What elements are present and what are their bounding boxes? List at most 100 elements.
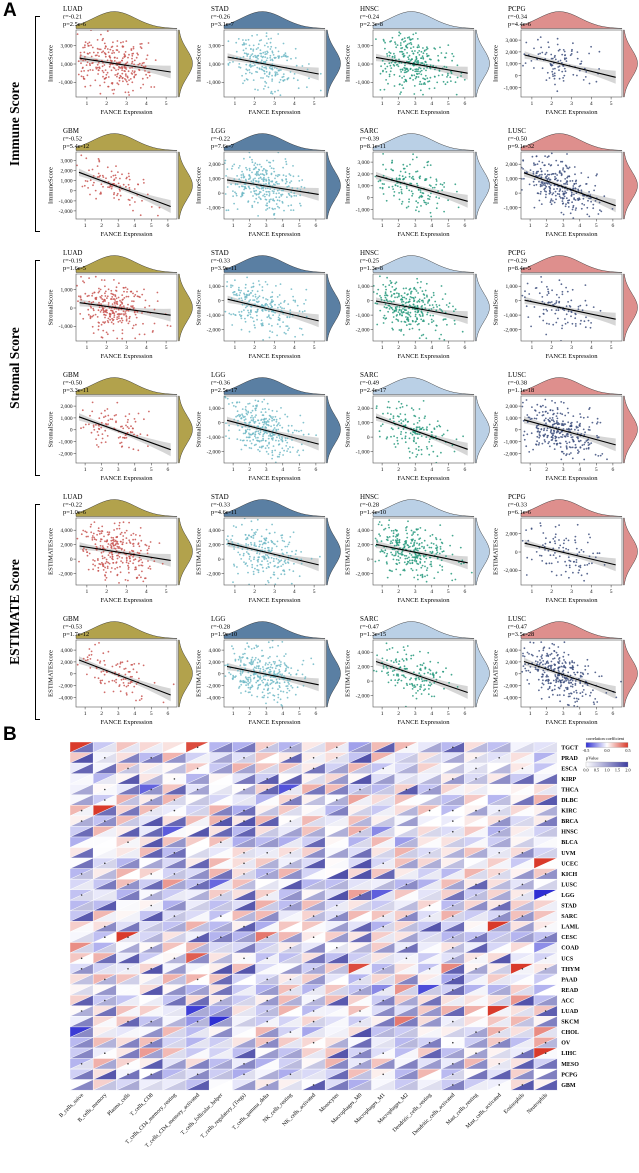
heatmap-svg: TGCTPRADESCAKIRPTHCADLBCKIRCBRCAHNSCBLCA… [58, 736, 630, 1149]
score-group-stromal: Stromal Score 1 2 3 4 5 1,000 0 -1,000 LUAD r=-… [0, 246, 639, 490]
right-density [178, 273, 193, 342]
svg-text:4: 4 [133, 223, 136, 229]
svg-text:4: 4 [282, 467, 285, 473]
jointplot-hnsc-estimatescore: 1 2 3 4 5 6 4,000 2,000 0 -2,000 HNSC r=-0.28 p=1… [343, 490, 491, 612]
scatter-area [375, 400, 468, 463]
svg-text:1,000: 1,000 [209, 406, 221, 412]
svg-text:3: 3 [273, 345, 276, 351]
x-axis-label: FANCE Expression [100, 475, 153, 482]
svg-text:3: 3 [125, 345, 128, 351]
svg-text:2: 2 [397, 345, 400, 351]
right-density [178, 639, 193, 708]
confidence-band [524, 296, 616, 326]
right-density [178, 395, 193, 464]
plot-title: PCPG [508, 493, 526, 501]
regression-line [524, 54, 616, 78]
y-axis-label: ESTIMATEScore [492, 528, 499, 575]
svg-text:2,000: 2,000 [209, 543, 221, 549]
top-density [224, 499, 326, 517]
x-axis-label: FANCE Expression [249, 231, 302, 238]
y-axis-label: ImmuneScore [48, 45, 55, 82]
svg-text:3,000: 3,000 [209, 44, 221, 50]
svg-text:-1,000: -1,000 [355, 207, 369, 213]
svg-text:1: 1 [380, 345, 383, 351]
r-value: r=-0.28 [360, 502, 379, 509]
r-value: r=-0.26 [211, 14, 230, 21]
svg-text:0: 0 [515, 428, 518, 434]
svg-text:0: 0 [366, 299, 369, 305]
svg-text:2: 2 [254, 101, 257, 107]
group-bracket [35, 504, 40, 720]
svg-text:0: 0 [218, 421, 221, 427]
jointplot-svg: 1 2 3 4 5 1,000 0 -1,000 -2,000 STAD r=-0.33 p=3… [196, 249, 341, 360]
r-value: r=-0.24 [360, 14, 380, 21]
svg-text:2: 2 [254, 345, 257, 351]
svg-text:-2,000: -2,000 [59, 451, 73, 457]
x-axis-label: FANCE Expression [249, 353, 302, 360]
svg-text:1,000: 1,000 [357, 184, 369, 190]
scatter-area [521, 276, 616, 341]
svg-text:6: 6 [463, 467, 466, 473]
jointplot-svg: 1 2 3 4 5 3,000 1,000 -1,000 LUAD r=-0.21 p=2.5… [48, 5, 193, 116]
y-axis-label: ImmuneScore [196, 45, 203, 82]
svg-text:5: 5 [595, 223, 598, 229]
y-axis-label: ImmuneScore [492, 45, 499, 82]
right-density [178, 517, 193, 586]
jointplot-svg: 1 2 3 4 5 6 2,000 1,000 0 -1,000 -2,000 LUSC r=-0.… [492, 371, 638, 482]
right-density [623, 151, 638, 220]
x-axis-label: FANCE Expression [545, 353, 598, 360]
jointplot-lgg-stromalscore: 1 2 3 4 5 6 1,000 0 -1,000 -2,000 LGG r=-0.36 p=2… [194, 368, 342, 490]
y-axis-label: StromalScore [48, 411, 55, 447]
y-axis-label: ESTIMATEScore [48, 650, 55, 697]
svg-text:3,000: 3,000 [60, 159, 72, 165]
svg-text:0: 0 [366, 196, 369, 202]
plot-title: SARC [360, 615, 379, 623]
right-density [178, 151, 193, 220]
top-density [75, 377, 178, 395]
regression-line [227, 56, 320, 75]
right-density [326, 29, 341, 98]
jointplot-svg: 1 2 3 4 5 4,000 2,000 0 -2,000 LUAD r=-0.22 p=1.… [48, 493, 193, 604]
svg-text:-1,000: -1,000 [503, 85, 517, 91]
svg-text:1: 1 [380, 223, 383, 229]
y-axis-label: ESTIMATEScore [48, 528, 55, 575]
svg-text:5: 5 [446, 345, 449, 351]
svg-text:-2,000: -2,000 [59, 571, 73, 577]
svg-text:5: 5 [313, 589, 316, 595]
jointplot-sarc-stromalscore: 1 2 3 4 5 6 2,000 1,000 0 -1,000 SARC r=-0.49 p=2… [343, 368, 491, 490]
svg-text:-1,000: -1,000 [59, 199, 73, 205]
svg-text:1,000: 1,000 [60, 179, 72, 185]
x-axis-label: FANCE Expression [100, 109, 153, 116]
svg-text:2: 2 [105, 101, 108, 107]
scatter-area [521, 36, 616, 93]
svg-text:0: 0 [218, 557, 221, 563]
svg-text:5: 5 [165, 345, 168, 351]
svg-text:1,000: 1,000 [357, 421, 369, 427]
plot-title: LGG [211, 371, 225, 379]
jointplot-hnsc-immunescore: 1 2 3 4 5 6 3,000 1,000 -1,000 HNSC r=-0.24 p=2.… [343, 2, 491, 124]
svg-text:6: 6 [611, 223, 614, 229]
x-axis-label: FANCE Expression [249, 597, 302, 604]
y-axis-label: StromalScore [344, 289, 351, 325]
right-density [474, 29, 490, 98]
score-group-estimate: ESTIMATE Score 1 2 3 4 5 4,000 2,000 0 -2,000 LU… [0, 490, 639, 734]
plot-title: LGG [211, 127, 225, 135]
svg-text:3: 3 [117, 223, 120, 229]
r-value: r=-0.52 [63, 136, 82, 143]
top-density [372, 499, 474, 517]
svg-text:1: 1 [86, 589, 89, 595]
plot-title: SARC [360, 127, 379, 135]
svg-text:2: 2 [397, 467, 400, 473]
svg-text:-1,000: -1,000 [207, 80, 221, 86]
x-axis-label: FANCE Expression [397, 597, 450, 604]
x-axis-label: FANCE Expression [545, 109, 598, 116]
svg-text:-1,000: -1,000 [207, 435, 221, 441]
svg-text:1: 1 [84, 467, 87, 473]
svg-text:-2,000: -2,000 [503, 327, 517, 333]
confidence-band [523, 416, 616, 452]
right-density [623, 517, 638, 586]
p-value: p=8.1e-11 [360, 143, 386, 150]
r-value: r=-0.33 [211, 502, 230, 509]
